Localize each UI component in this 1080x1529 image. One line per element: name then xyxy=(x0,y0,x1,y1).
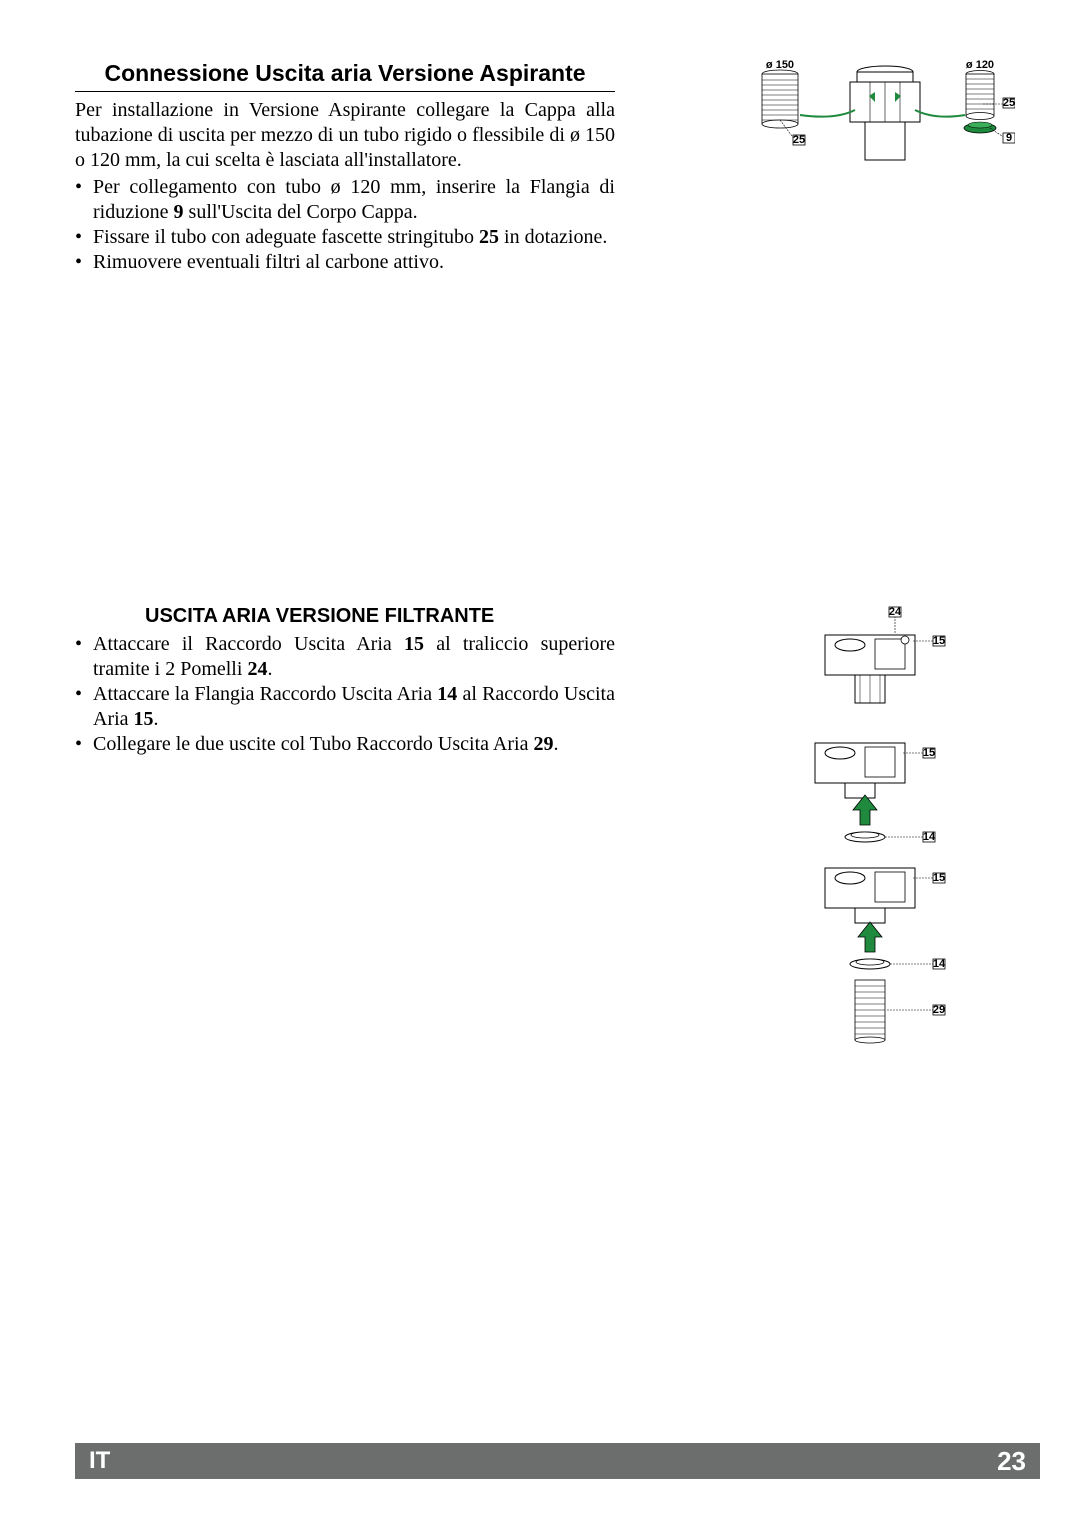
diagram-filtrante-a: 24 15 xyxy=(805,605,965,710)
bullet-item: Rimuovere eventuali filtri al carbone at… xyxy=(93,250,615,275)
svg-text:14: 14 xyxy=(933,958,946,970)
bullets-filtrante: Attaccare il Raccordo Uscita Aria 15 al … xyxy=(75,632,615,757)
bullet-item: Attaccare la Flangia Raccordo Uscita Ari… xyxy=(93,682,615,732)
svg-text:24: 24 xyxy=(889,606,902,618)
section-aspirante: Connessione Uscita aria Versione Aspiran… xyxy=(75,60,1005,275)
svg-text:ø 120: ø 120 xyxy=(966,60,994,71)
footer-lang: IT xyxy=(89,1447,110,1475)
svg-text:9: 9 xyxy=(1006,132,1012,144)
diagram-aspirante: ø 150 ø 120 xyxy=(755,60,1015,185)
svg-text:25: 25 xyxy=(793,134,805,146)
diagram-filtrante-b: 15 14 xyxy=(805,735,965,860)
section-filtrante: USCITA ARIA VERSIONE FILTRANTE Attaccare… xyxy=(75,605,1005,757)
heading-aspirante: Connessione Uscita aria Versione Aspiran… xyxy=(75,60,615,92)
svg-text:14: 14 xyxy=(923,831,936,843)
svg-text:ø 150: ø 150 xyxy=(766,60,794,71)
svg-text:15: 15 xyxy=(923,747,935,759)
page-footer: IT 23 xyxy=(75,1443,1040,1479)
bullet-item: Attaccare il Raccordo Uscita Aria 15 al … xyxy=(93,632,615,682)
intro-aspirante: Per installazione in Versione Aspirante … xyxy=(75,98,615,173)
bullet-item: Per collegamento con tubo ø 120 mm, inse… xyxy=(93,175,615,225)
bullet-item: Fissare il tubo con adeguate fascette st… xyxy=(93,225,615,250)
svg-text:25: 25 xyxy=(1003,97,1015,109)
svg-text:15: 15 xyxy=(933,635,945,647)
diagram-filtrante-c: 15 14 29 xyxy=(805,860,965,1065)
svg-text:29: 29 xyxy=(933,1004,945,1016)
heading-filtrante: USCITA ARIA VERSIONE FILTRANTE xyxy=(75,605,615,628)
section1-text: Connessione Uscita aria Versione Aspiran… xyxy=(75,60,615,275)
svg-text:15: 15 xyxy=(933,872,945,884)
page-content: Connessione Uscita aria Versione Aspiran… xyxy=(75,60,1005,1529)
bullet-item: Collegare le due uscite col Tubo Raccord… xyxy=(93,732,615,757)
bullets-aspirante: Per collegamento con tubo ø 120 mm, inse… xyxy=(75,175,615,275)
footer-page-number: 23 xyxy=(997,1446,1026,1477)
section2-text: USCITA ARIA VERSIONE FILTRANTE Attaccare… xyxy=(75,605,615,757)
